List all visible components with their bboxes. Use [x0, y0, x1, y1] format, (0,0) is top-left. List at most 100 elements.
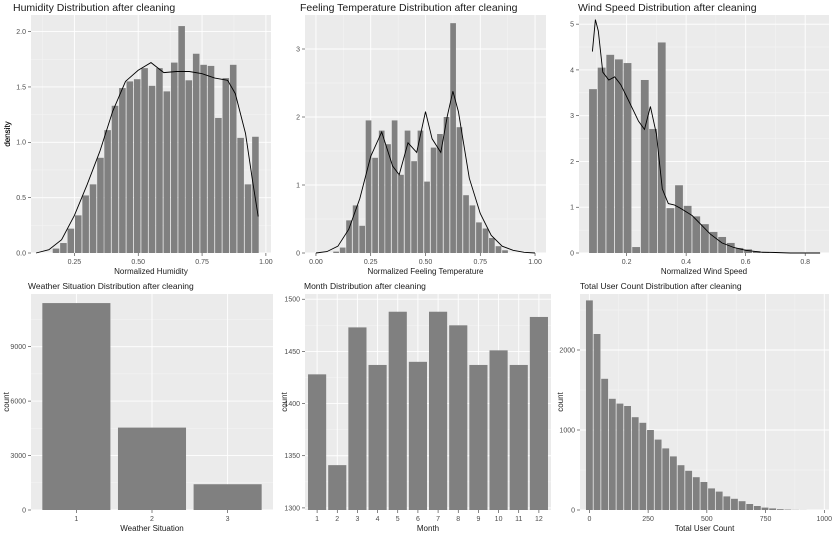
bars	[42, 303, 262, 510]
histogram-bar	[244, 184, 252, 253]
histogram-bar	[463, 195, 469, 253]
x-tick-label: 3	[355, 516, 359, 523]
histogram-bar	[411, 161, 417, 253]
histogram-bar	[404, 130, 411, 253]
x-axis-label: Normalized Wind Speed	[661, 267, 747, 276]
x-tick-label: 2	[150, 516, 154, 523]
bars	[585, 300, 807, 510]
chart-panel-6: Total User Count Distribution after clea…	[556, 281, 832, 533]
bars	[52, 26, 259, 254]
x-tick-label: 1000	[817, 516, 833, 523]
histogram-bar	[738, 501, 746, 510]
histogram-bar	[692, 216, 701, 253]
x-axis-label: Normalized Humidity	[114, 267, 188, 276]
histogram-bar	[616, 403, 624, 510]
x-tick-label: 0.8	[800, 259, 810, 266]
bar	[408, 361, 427, 510]
y-axis-label: count	[556, 391, 565, 411]
chart-panel-5: Month Distribution after cleaning1300135…	[280, 281, 551, 533]
x-axis-label: Month	[417, 524, 439, 533]
x-tick-label: 750	[760, 516, 772, 523]
chart-title: Wind Speed Distribution after cleaning	[578, 2, 757, 14]
chart-title: Month Distribution after cleaning	[304, 281, 426, 291]
histogram-bar	[709, 231, 718, 253]
y-tick-label: 0	[22, 507, 26, 514]
y-tick-label: 1450	[284, 349, 300, 356]
histogram-bar	[489, 238, 495, 253]
histogram-bar	[417, 130, 424, 253]
histogram-bar	[133, 79, 141, 253]
histogram-bar	[119, 88, 126, 254]
histogram-bar	[657, 42, 666, 253]
histogram-bar	[450, 23, 456, 253]
y-tick-label: 1500	[284, 297, 300, 304]
y-tick-label: 0.0	[16, 250, 26, 257]
x-tick-label: 0.00	[309, 259, 323, 266]
histogram-bar	[229, 64, 237, 253]
bar	[489, 350, 508, 510]
histogram-bar	[385, 144, 391, 253]
x-tick-label: 0.50	[131, 259, 145, 266]
y-axis-label: density	[3, 121, 12, 146]
y-tick-label: 0.5	[16, 195, 26, 202]
y-tick-label: 1300	[284, 505, 300, 512]
x-tick-label: 5	[396, 516, 400, 523]
histogram-bar	[141, 68, 148, 253]
histogram-bar	[469, 205, 476, 253]
x-axis-label: Normalized Feeling Temperature	[368, 267, 484, 276]
histogram-bar	[654, 439, 662, 510]
density-curve	[35, 62, 259, 254]
bar	[529, 316, 548, 510]
histogram-bar	[753, 506, 761, 510]
histogram-bar	[726, 242, 735, 253]
histogram-bar	[111, 105, 119, 253]
histogram-bar	[52, 248, 60, 253]
x-axis-label: Total User Count	[675, 524, 735, 533]
y-tick-label: 1.5	[16, 84, 26, 91]
histogram-bar	[339, 247, 346, 253]
x-tick-label: 1.00	[528, 259, 542, 266]
chart-title: Feeling Temperature Distribution after c…	[300, 2, 518, 14]
y-axis-label: density	[3, 121, 12, 146]
histogram-bar	[718, 236, 727, 253]
y-tick-label: 2.0	[16, 29, 26, 36]
x-tick-label: 0.75	[195, 259, 209, 266]
x-tick-label: 0.50	[419, 259, 433, 266]
histogram-bar	[624, 406, 631, 510]
histogram-bar	[715, 491, 723, 510]
y-tick-label: 6000	[10, 398, 26, 405]
y-tick-label: 3000	[10, 453, 26, 460]
y-tick-label: 1000	[559, 427, 575, 434]
y-tick-label: 4	[570, 67, 574, 74]
chart-title: Weather Situation Distribution after cle…	[28, 281, 194, 291]
histogram-bar	[437, 134, 443, 253]
histogram-bar	[593, 334, 601, 510]
bar	[449, 325, 468, 510]
chart-panel-2: Feeling Temperature Distribution after c…	[3, 2, 546, 276]
y-tick-label: 3	[296, 46, 300, 53]
x-tick-label: 12	[535, 516, 543, 523]
y-tick-label: 0	[296, 250, 300, 257]
histogram-bar	[675, 185, 683, 253]
histogram-bar	[89, 184, 97, 253]
histogram-bar	[502, 250, 508, 253]
histogram-bar	[398, 174, 404, 253]
chart-panel-3: Wind Speed Distribution after cleaning 0 1…	[3, 2, 829, 276]
histogram-bar	[170, 62, 178, 253]
x-tick-label: 1.00	[259, 259, 273, 266]
histogram-bar	[178, 26, 185, 254]
histogram-bar	[252, 136, 259, 253]
x-tick-label: 0.25	[364, 259, 378, 266]
histogram-bar	[391, 120, 398, 254]
histogram-bar	[666, 208, 675, 253]
histogram-bar	[632, 247, 641, 253]
histogram-bar	[700, 224, 709, 253]
histogram-bar	[185, 80, 193, 253]
histogram-bar	[692, 477, 700, 510]
histogram-bar	[640, 79, 649, 253]
bar	[348, 327, 367, 510]
y-tick-label: 2	[570, 159, 574, 166]
histogram-bar	[359, 225, 366, 253]
y-tick-label: 0	[571, 507, 575, 514]
